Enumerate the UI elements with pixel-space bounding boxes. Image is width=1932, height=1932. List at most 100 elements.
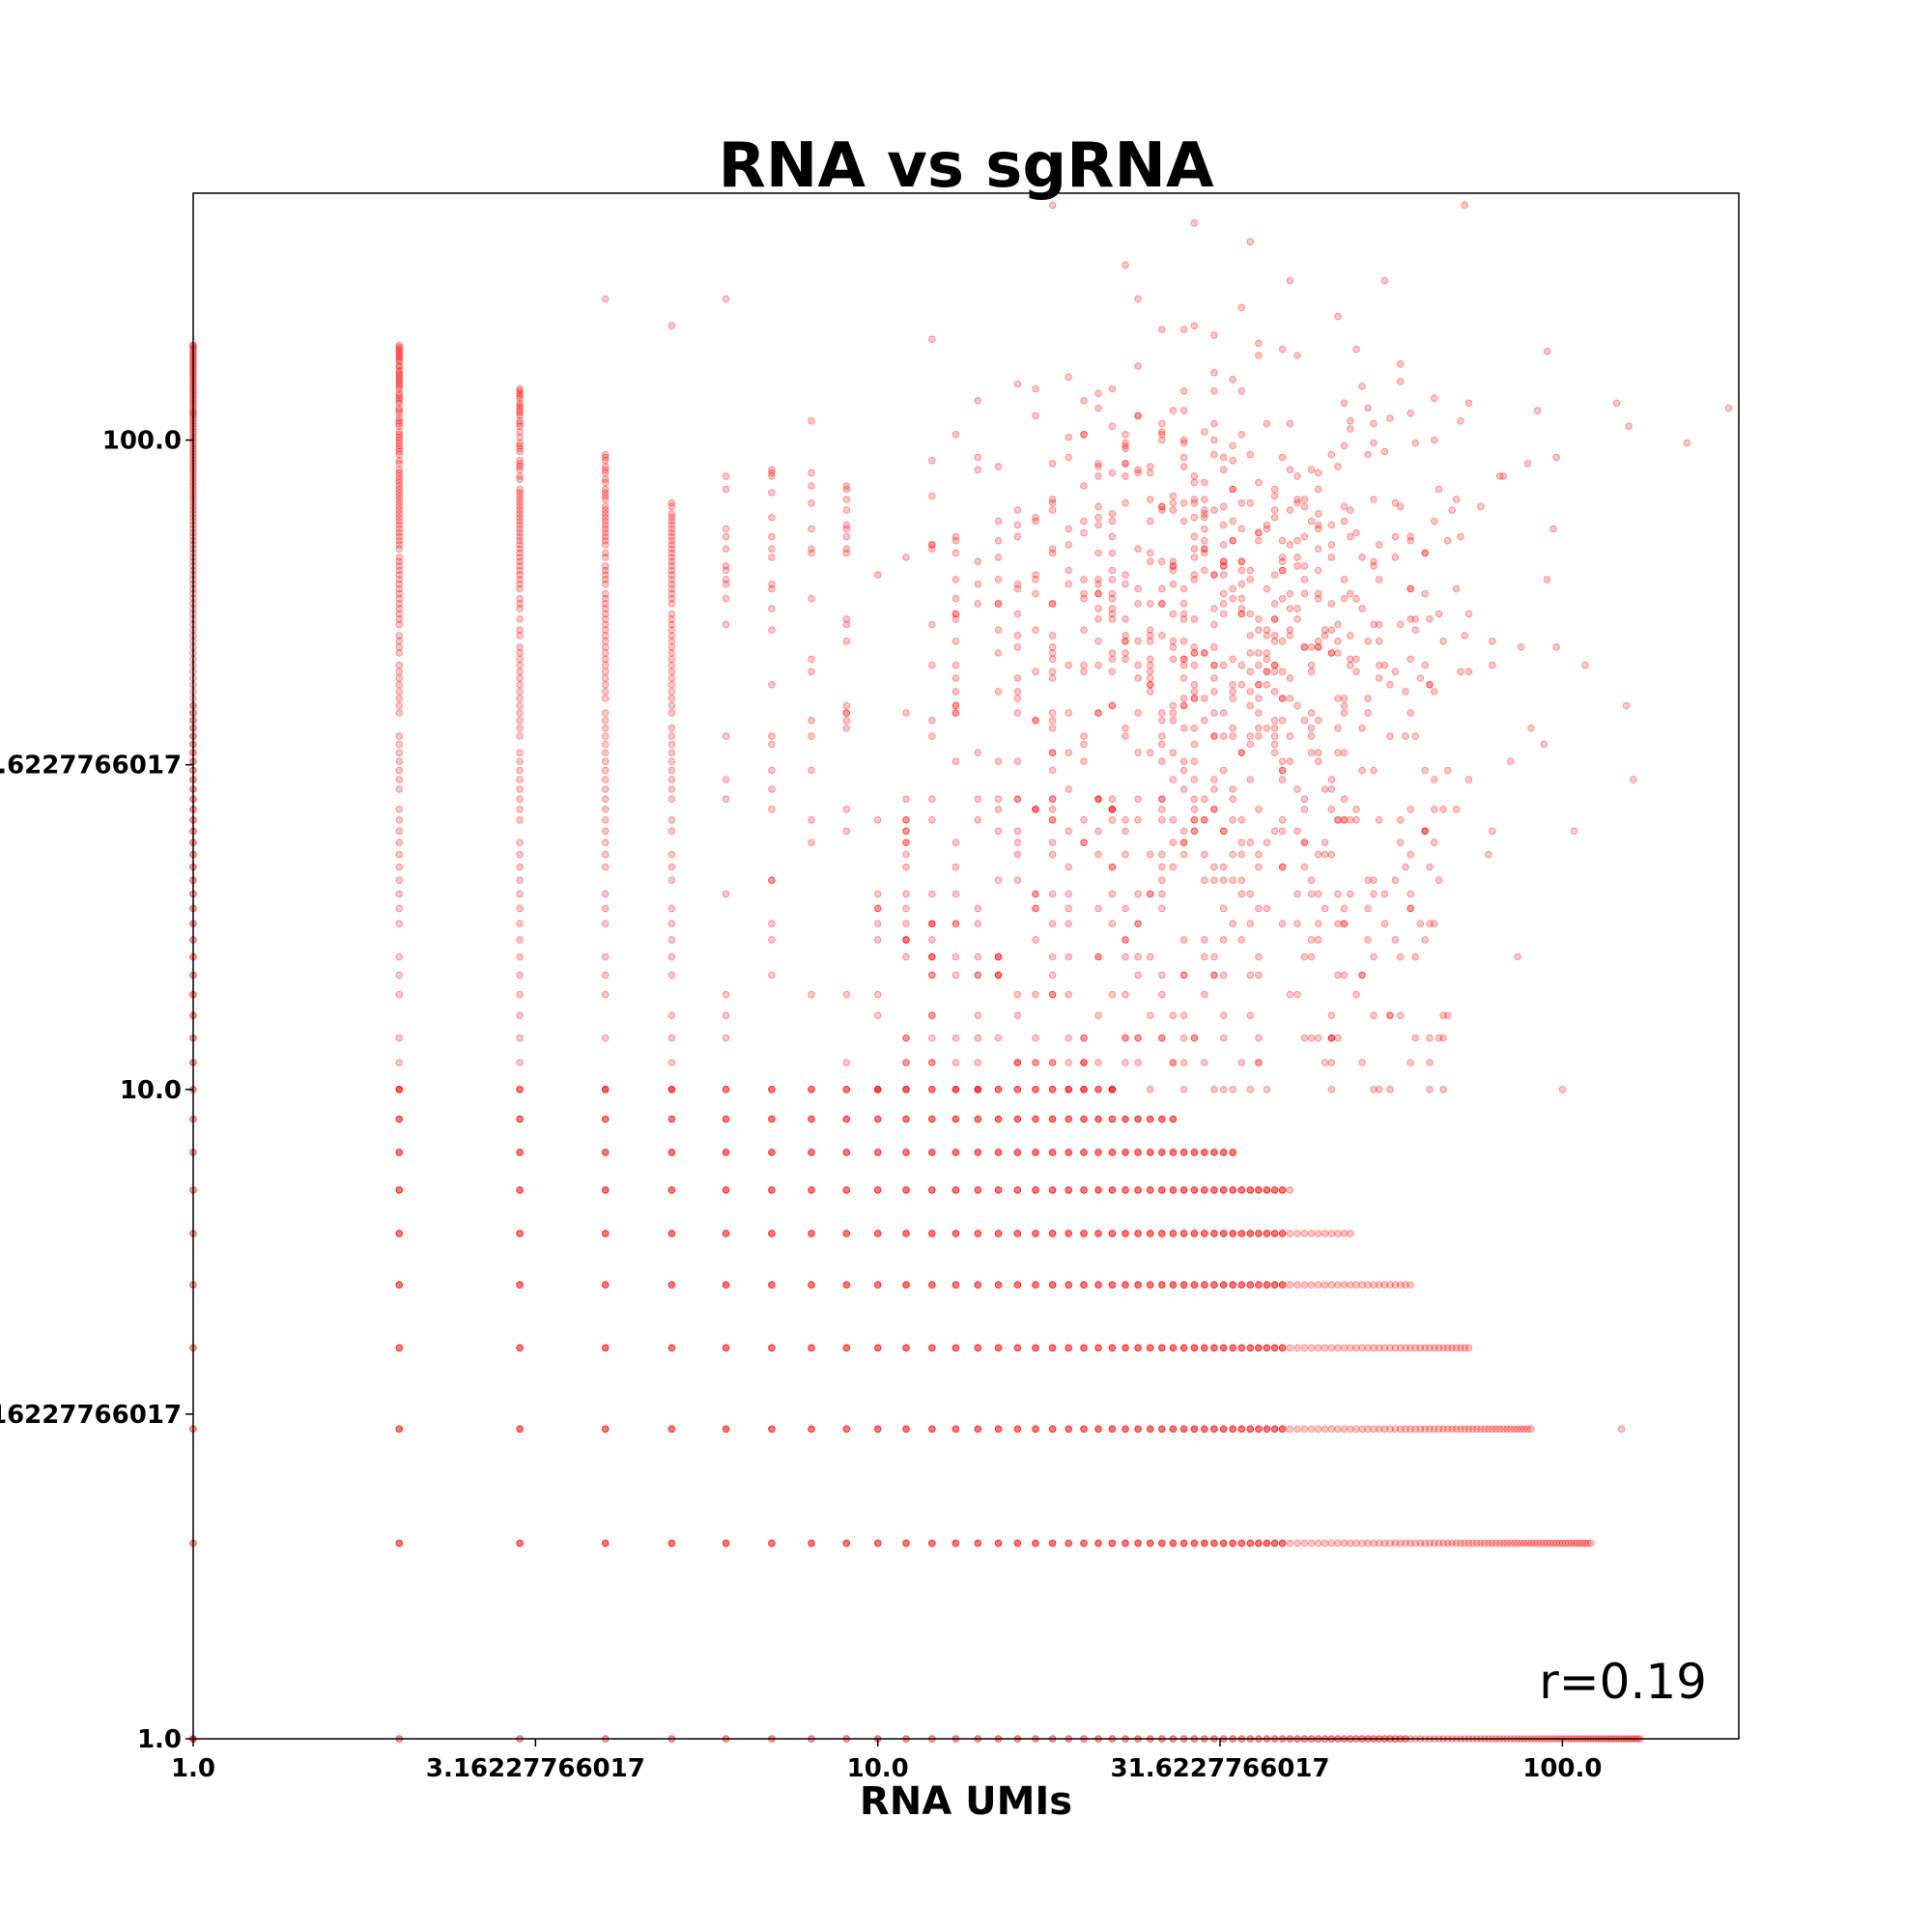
scatter-point (1179, 827, 1188, 836)
scatter-point (928, 1149, 936, 1156)
scatter-point (1080, 482, 1088, 490)
scatter-point (1094, 1425, 1102, 1434)
scatter-point (1229, 1230, 1236, 1237)
scatter-point (1094, 904, 1102, 913)
scatter-point (722, 1115, 730, 1123)
scatter-point (1270, 1230, 1279, 1237)
scatter-point (1255, 681, 1263, 689)
scatter-point (994, 1425, 1003, 1434)
scatter-point (1190, 816, 1199, 824)
scatter-point (1386, 414, 1394, 422)
scatter-point (1080, 1059, 1088, 1066)
scatter-point (1201, 717, 1208, 724)
scatter-point (395, 347, 404, 355)
scatter-point (1080, 1086, 1088, 1094)
scatter-point (1094, 521, 1102, 529)
scatter-point (1094, 513, 1102, 522)
scatter-point (1489, 1425, 1496, 1434)
scatter-point (668, 576, 676, 583)
scatter-point (928, 717, 936, 724)
scatter-point (1334, 638, 1342, 645)
scatter-point (1461, 1344, 1469, 1352)
scatter-point (668, 589, 676, 598)
scatter-point (1013, 1230, 1022, 1237)
scatter-point (928, 1539, 936, 1548)
scatter-point (1094, 1149, 1102, 1156)
scatter-point (1108, 890, 1117, 898)
scatter-point (1032, 890, 1039, 898)
scatter-point (1263, 655, 1271, 664)
scatter-point (1431, 436, 1438, 444)
scatter-point (1190, 776, 1199, 783)
scatter-point (1327, 649, 1336, 657)
scatter-point (1080, 431, 1088, 439)
scatter-point (601, 920, 610, 928)
scatter-point (1327, 806, 1336, 813)
scatter-point (1179, 1344, 1188, 1352)
scatter-point (902, 1425, 910, 1434)
scatter-point (1523, 1539, 1532, 1548)
scatter-point (768, 920, 776, 928)
scatter-point (1179, 1539, 1188, 1548)
scatter-point (1146, 681, 1154, 689)
scatter-point (1246, 1344, 1255, 1352)
scatter-point (1158, 1149, 1166, 1156)
scatter-point (1307, 1539, 1316, 1548)
scatter-point (1263, 1344, 1271, 1352)
scatter-point (1406, 890, 1414, 898)
scatter-point (1108, 649, 1117, 657)
scatter-point (601, 571, 610, 579)
scatter-point (1201, 1230, 1208, 1237)
scatter-point (1364, 450, 1372, 459)
scatter-point (1219, 1011, 1228, 1019)
scatter-point (1032, 990, 1039, 999)
scatter-point (1179, 1034, 1188, 1042)
scatter-point (1426, 1059, 1434, 1066)
scatter-point (768, 1344, 776, 1352)
scatter-point (516, 1186, 524, 1194)
scatter-point (668, 557, 676, 566)
scatter-point (1032, 1281, 1039, 1289)
scatter-point (1032, 1186, 1039, 1194)
scatter-point (1448, 1425, 1456, 1434)
scatter-point (1370, 1281, 1378, 1289)
scatter-point (1190, 1034, 1199, 1042)
scatter-point (1314, 1425, 1322, 1434)
scatter-point (516, 419, 524, 428)
scatter-point (1094, 389, 1102, 398)
scatter-point (1286, 732, 1294, 740)
scatter-point (516, 391, 524, 400)
scatter-point (1013, 1115, 1022, 1123)
scatter-point (1340, 701, 1349, 710)
scatter-point (1122, 1115, 1129, 1123)
scatter-point (1464, 399, 1473, 408)
scatter-point (1169, 701, 1178, 710)
scatter-point (1278, 1186, 1287, 1194)
scatter-point (952, 1115, 960, 1123)
scatter-point (1255, 1230, 1263, 1237)
scatter-point (842, 717, 851, 724)
scatter-point (1406, 615, 1414, 623)
scatter-point (952, 1281, 960, 1289)
scatter-point (1158, 971, 1166, 980)
scatter-point (1080, 740, 1088, 749)
scatter-point (1122, 816, 1129, 824)
scatter-point (1327, 626, 1336, 635)
scatter-point (808, 1230, 815, 1237)
scatter-point (1263, 1230, 1271, 1237)
scatter-point (1158, 1115, 1166, 1123)
scatter-point (1347, 417, 1354, 425)
scatter-point (1158, 732, 1166, 740)
scatter-point (842, 709, 851, 717)
scatter-point (722, 1115, 730, 1123)
y-tick-label: 10.0 (120, 1076, 182, 1105)
scatter-point (1048, 1539, 1057, 1548)
scatter-point (1080, 1186, 1088, 1194)
scatter-point (1229, 517, 1236, 526)
scatter-point (1013, 1186, 1022, 1194)
scatter-point (1013, 1059, 1022, 1066)
scatter-point (601, 1344, 610, 1352)
scatter-point (516, 1281, 524, 1289)
scatter-point (395, 643, 404, 651)
scatter-point (1210, 419, 1218, 428)
